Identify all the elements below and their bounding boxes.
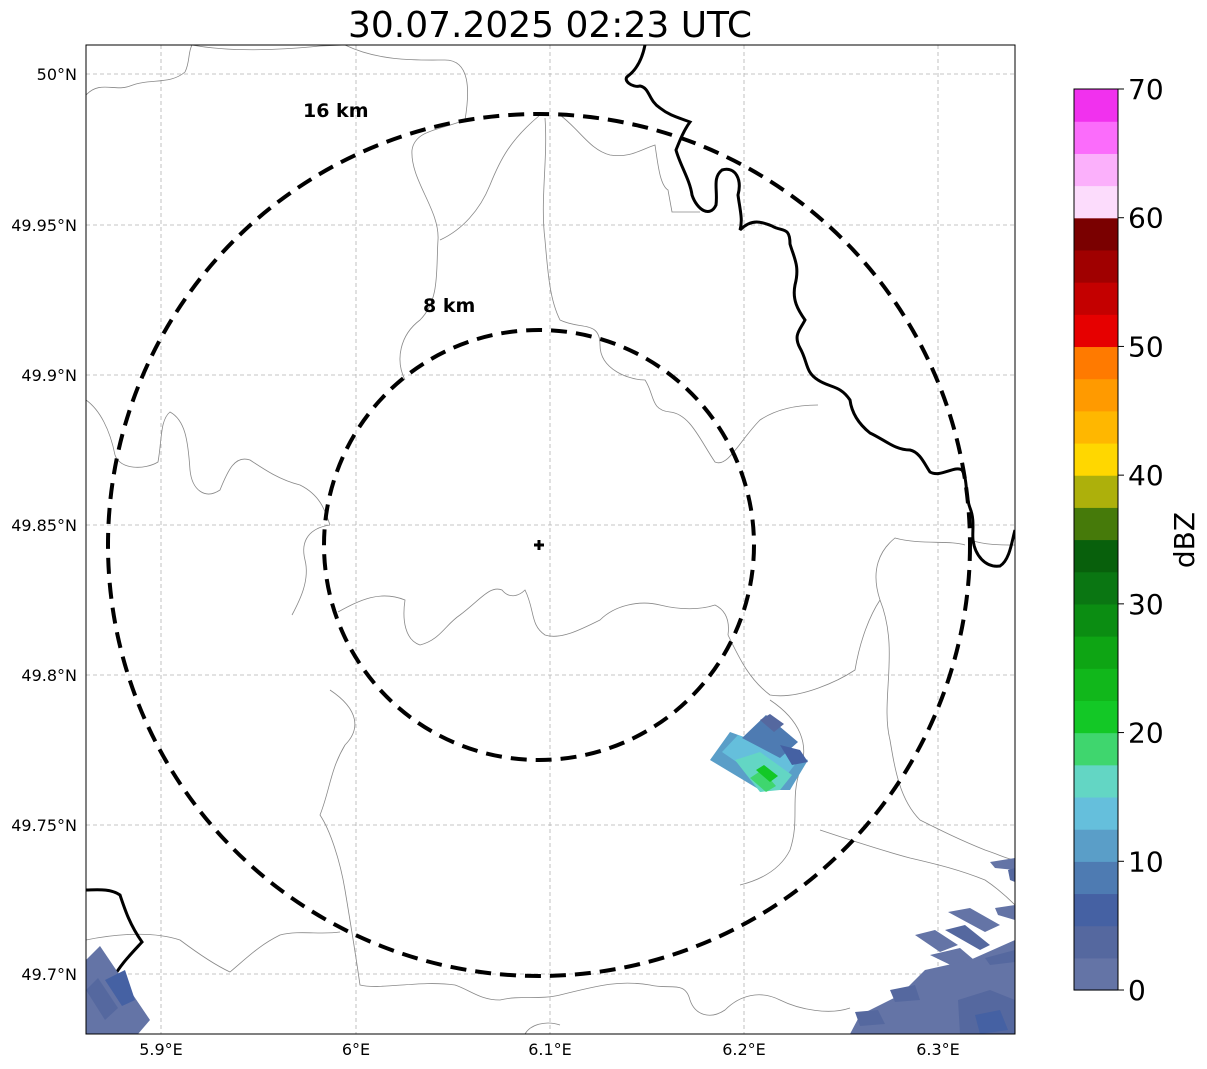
colorbar-swatches <box>1074 89 1118 991</box>
lat-tick-label: 49.9°N <box>21 366 77 385</box>
plus-icon <box>534 540 544 550</box>
lat-tick-label: 49.8°N <box>21 666 77 685</box>
colorbar-tick-label: 10 <box>1128 845 1164 878</box>
lat-tick-label: 49.85°N <box>11 516 77 535</box>
range-ring-16km <box>106 112 972 978</box>
colorbar-tick-label: 30 <box>1128 588 1164 621</box>
range-ring-label-8km: 8 km <box>423 295 475 317</box>
colorbar-tick-label: 60 <box>1128 202 1164 235</box>
colorbar-swatch <box>1074 764 1118 798</box>
colorbar-swatch <box>1074 507 1118 541</box>
radar-echoes <box>86 714 1015 1034</box>
colorbar-swatch <box>1074 442 1118 476</box>
range-rings <box>106 112 972 978</box>
colorbar-swatch <box>1074 829 1118 862</box>
lon-tick-label: 6.3°E <box>916 1040 960 1059</box>
colorbar-tick-label: 0 <box>1128 974 1146 1007</box>
colorbar-swatch <box>1074 636 1118 669</box>
lat-tick-label: 49.95°N <box>11 216 77 235</box>
colorbar-swatch <box>1074 700 1118 734</box>
colorbar: 0 10 20 30 40 50 60 70 dBZ <box>1073 73 1201 1007</box>
colorbar-swatch <box>1074 249 1118 283</box>
colorbar-swatch <box>1074 893 1118 927</box>
echo-cluster-southeast-corner <box>850 858 1015 1034</box>
colorbar-label: dBZ <box>1168 512 1201 568</box>
colorbar-swatch <box>1074 732 1118 766</box>
colorbar-ticks: 0 10 20 30 40 50 60 70 <box>1118 73 1164 1007</box>
longitude-tick-labels: 5.9°E 6°E 6.1°E 6.2°E 6.3°E <box>139 1040 960 1059</box>
echo-cluster-southeast-center <box>710 714 808 792</box>
colorbar-swatch <box>1074 378 1118 412</box>
colorbar-swatch <box>1074 185 1118 219</box>
lon-tick-label: 5.9°E <box>139 1040 183 1059</box>
range-ring-label-16km: 16 km <box>303 100 369 122</box>
lat-tick-label: 49.75°N <box>11 816 77 835</box>
colorbar-swatch <box>1074 217 1118 251</box>
colorbar-swatch <box>1074 796 1118 830</box>
echo-cluster-southwest-corner <box>86 946 150 1034</box>
lat-tick-label: 49.7°N <box>21 965 77 984</box>
colorbar-swatch <box>1074 603 1118 637</box>
admin-boundaries <box>86 45 1015 1034</box>
colorbar-swatch <box>1074 121 1118 154</box>
colorbar-swatch <box>1074 89 1118 122</box>
map-panel: 8 km 16 km <box>85 44 1016 1035</box>
lon-tick-label: 6.2°E <box>722 1040 766 1059</box>
lon-tick-label: 6°E <box>342 1040 370 1059</box>
colorbar-swatch <box>1074 861 1118 895</box>
colorbar-swatch <box>1074 410 1118 444</box>
colorbar-swatch <box>1074 282 1118 315</box>
colorbar-swatch <box>1074 668 1118 701</box>
colorbar-tick-label: 70 <box>1128 73 1164 106</box>
colorbar-swatch <box>1074 925 1118 959</box>
colorbar-tick-label: 50 <box>1128 330 1164 363</box>
range-ring-8km <box>322 328 756 762</box>
colorbar-swatch <box>1074 475 1118 508</box>
colorbar-swatch <box>1074 571 1118 605</box>
latitude-tick-labels: 50°N 49.95°N 49.9°N 49.85°N 49.8°N 49.75… <box>11 65 77 984</box>
lon-tick-label: 6.1°E <box>528 1040 572 1059</box>
colorbar-swatch <box>1074 153 1118 187</box>
colorbar-tick-label: 40 <box>1128 459 1164 492</box>
colorbar-tick-label: 20 <box>1128 717 1164 750</box>
map-title: 30.07.2025 02:23 UTC <box>348 5 752 46</box>
colorbar-swatch <box>1074 314 1118 348</box>
colorbar-swatch <box>1074 539 1118 573</box>
colorbar-swatch <box>1074 346 1118 380</box>
lat-tick-label: 50°N <box>37 65 77 84</box>
colorbar-swatch <box>1074 957 1118 991</box>
